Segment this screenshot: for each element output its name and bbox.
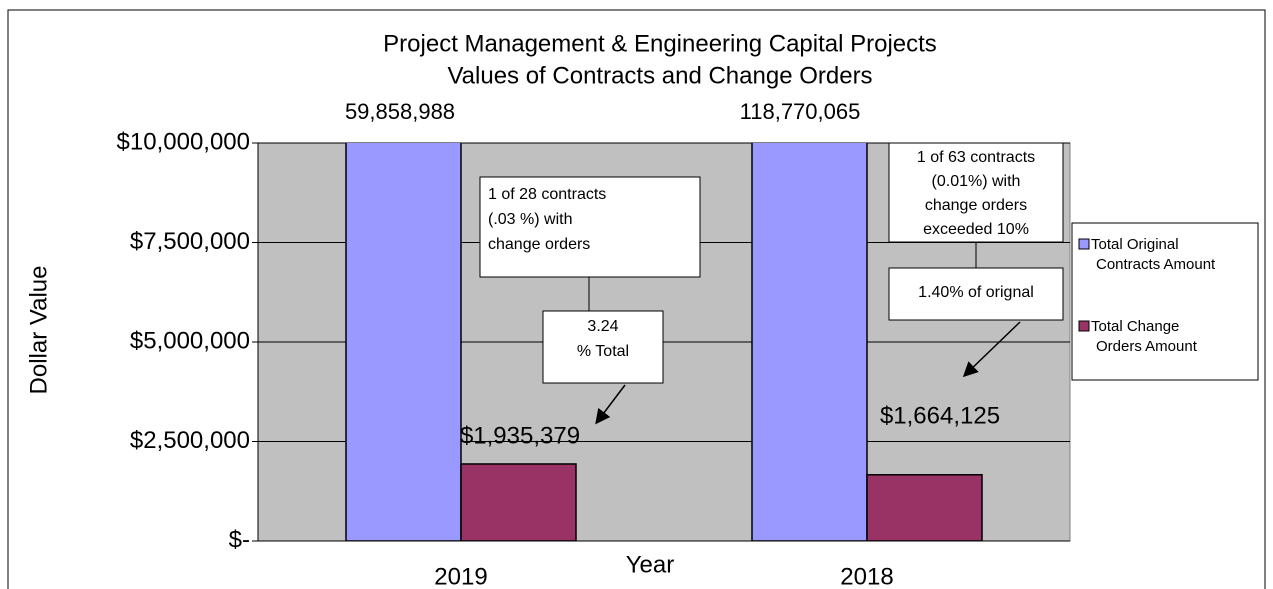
annotation-text: change orders	[925, 197, 1027, 214]
annotation-text: 1.40% of orignal	[918, 284, 1034, 301]
annotation-text: change orders	[488, 236, 590, 253]
chart-title: Project Management & Engineering Capital…	[383, 30, 937, 57]
annotation-text: % Total	[577, 343, 629, 360]
annotation-text: 1 of 63 contracts	[917, 149, 1035, 166]
annotation-text: (0.01%) with	[932, 173, 1021, 190]
legend-swatch	[1078, 320, 1090, 332]
legend-label: Contracts Amount	[1096, 256, 1216, 273]
annotation-text: 1 of 28 contracts	[488, 186, 606, 203]
legend-box	[1071, 222, 1259, 381]
x-tick-label: 2019	[434, 563, 487, 589]
data-label: 59,858,988	[345, 99, 455, 124]
annotation-box	[888, 267, 1064, 321]
x-tick-label: 2018	[840, 563, 893, 589]
legend-label: Total Original	[1091, 236, 1179, 253]
bar	[345, 143, 462, 541]
annotation-text: 3.24	[587, 318, 618, 335]
data-label: $1,664,125	[880, 402, 1000, 429]
y-tick-label: $-	[229, 526, 250, 553]
arrow	[962, 321, 1021, 378]
annotation-box	[888, 142, 1064, 243]
annotation-box	[479, 176, 701, 278]
annotation-text: exceeded 10%	[923, 221, 1029, 238]
legend-label: Total Change	[1091, 318, 1179, 335]
y-axis-label: Dollar Value	[25, 266, 52, 395]
legend-swatch	[1078, 238, 1090, 250]
y-tick-label: $7,500,000	[130, 228, 250, 255]
annotation-text: (.03 %) with	[488, 211, 572, 228]
bar	[460, 463, 577, 541]
data-label: 118,770,065	[740, 99, 861, 124]
bar	[751, 143, 868, 541]
bar	[866, 474, 983, 541]
legend-label: Orders Amount	[1096, 338, 1198, 355]
y-tick-label: $10,000,000	[117, 128, 250, 155]
y-tick-label: $2,500,000	[130, 427, 250, 454]
annotation-box	[542, 310, 664, 384]
y-tick-label: $5,000,000	[130, 327, 250, 354]
data-label: $1,935,379	[460, 422, 580, 449]
x-axis-label: Year	[626, 551, 675, 578]
arrow	[595, 384, 626, 425]
chart-title: Values of Contracts and Change Orders	[447, 62, 872, 89]
